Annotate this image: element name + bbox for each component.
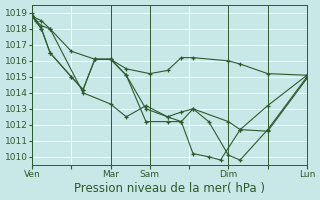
X-axis label: Pression niveau de la mer( hPa ): Pression niveau de la mer( hPa ) <box>74 182 265 195</box>
